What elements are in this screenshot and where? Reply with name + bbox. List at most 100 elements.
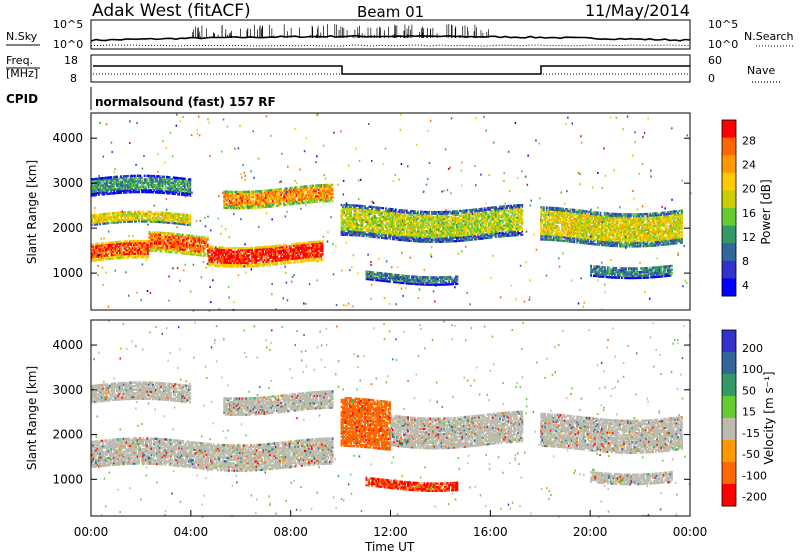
heatmap-cell [290, 195, 292, 199]
heatmap-cell [137, 243, 139, 246]
heatmap-cell [458, 234, 461, 237]
heatmap-cell [116, 240, 118, 244]
heatmap-cell [418, 235, 421, 238]
heatmap-cell [277, 246, 280, 249]
heatmap-cell [206, 251, 209, 254]
heatmap-cell [238, 196, 241, 199]
heatmap-cell [312, 259, 314, 262]
heatmap-cell [387, 216, 390, 219]
heatmap-cell [440, 224, 443, 228]
heatmap-cell [386, 209, 389, 212]
heatmap-cell [364, 226, 366, 229]
heatmap-cell [254, 263, 256, 266]
heatmap-cell [183, 186, 186, 189]
heatmap-cell [428, 231, 430, 235]
heatmap-cell [154, 184, 157, 187]
heatmap-cell [343, 203, 346, 207]
heatmap-cell [331, 187, 334, 190]
heatmap-cell [429, 230, 432, 233]
heatmap-cell [157, 220, 160, 224]
heatmap-cell [95, 246, 97, 249]
heatmap-cell [197, 248, 199, 251]
heatmap-cell [140, 216, 143, 219]
heatmap-cell [218, 253, 220, 257]
heatmap-cell [140, 181, 143, 185]
heatmap-cell [168, 183, 171, 186]
heatmap-cell [474, 225, 476, 229]
heatmap-cell [241, 259, 244, 263]
heatmap-cell [181, 220, 183, 224]
heatmap-cell [387, 221, 390, 224]
heatmap-cell [138, 218, 140, 221]
heatmap-cell [92, 259, 95, 262]
heatmap-cell [141, 245, 144, 248]
heatmap-cell [92, 187, 95, 190]
heatmap-cell [415, 238, 418, 241]
heatmap-cell [437, 233, 440, 236]
heatmap-cell [476, 225, 479, 228]
heatmap-cell [394, 233, 397, 236]
heatmap-cell [358, 224, 361, 227]
heatmap-cell [125, 189, 128, 192]
heatmap-cell [299, 247, 302, 250]
noise-right-tick-high: 10^5 [708, 18, 738, 31]
heatmap-cell [324, 200, 327, 203]
heatmap-cell [456, 229, 458, 232]
heatmap-cell [458, 227, 461, 230]
heatmap-cell [328, 187, 331, 190]
heatmap-cell [245, 250, 248, 253]
heatmap-cell [450, 224, 453, 227]
heatmap-cell [194, 236, 197, 240]
heatmap-cell [236, 258, 238, 261]
heatmap-cell [220, 261, 223, 264]
heatmap-cell [340, 221, 343, 224]
heatmap-cell [379, 229, 382, 232]
heatmap-cell [213, 262, 216, 265]
heatmap-cell [91, 245, 93, 248]
heatmap-cell [234, 205, 237, 208]
heatmap-cell [100, 254, 103, 258]
heatmap-cell [284, 191, 287, 194]
heatmap-cell [155, 236, 158, 240]
heatmap-cell [124, 252, 127, 256]
heatmap-cell [127, 245, 130, 248]
heatmap-cell [328, 185, 331, 188]
heatmap-cell [219, 248, 222, 251]
heatmap-cell [206, 238, 209, 241]
heatmap-cell [186, 186, 189, 190]
heatmap-cell [148, 236, 151, 239]
heatmap-cell [321, 249, 324, 252]
heatmap-cell [99, 249, 102, 253]
heatmap-cell [142, 210, 145, 214]
heatmap-cell [134, 252, 137, 255]
heatmap-cell [266, 258, 269, 261]
heatmap-cell [242, 247, 245, 250]
heatmap-cell [417, 235, 419, 238]
heatmap-cell [292, 200, 295, 204]
heatmap-cell [223, 192, 226, 195]
heatmap-cell [365, 217, 368, 220]
heatmap-cell [439, 214, 442, 217]
heatmap-cell [98, 249, 100, 253]
heatmap-cell [469, 228, 472, 231]
heatmap-cell [380, 233, 383, 236]
heatmap-cell [439, 224, 442, 228]
heatmap-cell [355, 232, 358, 235]
heatmap-cell [120, 249, 123, 252]
heatmap-cell [129, 214, 132, 218]
heatmap-cell [350, 226, 353, 230]
heatmap-cell [182, 219, 185, 222]
heatmap-cell [147, 189, 150, 192]
heatmap-cell [302, 201, 305, 205]
heatmap-cell [93, 259, 96, 262]
heatmap-cell [263, 200, 266, 203]
heatmap-cell [199, 250, 202, 253]
heatmap-cell [150, 176, 153, 179]
heatmap-cell [347, 204, 350, 207]
heatmap-cell [202, 245, 205, 248]
heatmap-cell [354, 228, 357, 232]
heatmap-cell [251, 254, 253, 257]
heatmap-cell [357, 213, 360, 216]
heatmap-cell [258, 195, 260, 198]
heatmap-cell [263, 196, 266, 200]
